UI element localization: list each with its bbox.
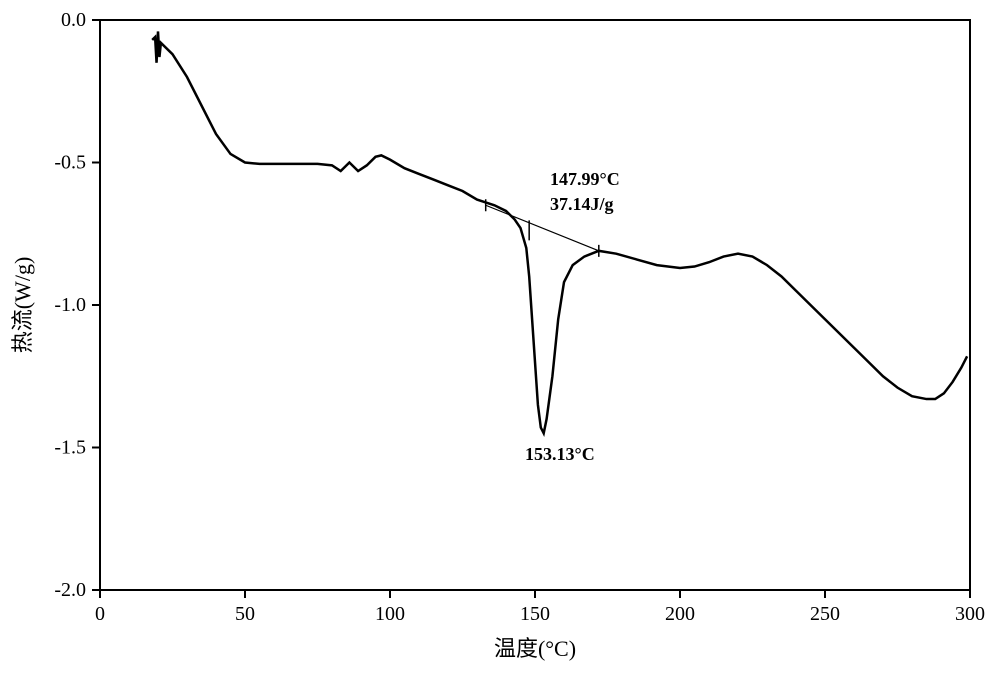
annotation-enthalpy: 37.14J/g	[550, 194, 614, 214]
y-axis-label: 热流(W/g)	[10, 257, 35, 354]
x-tick-label: 250	[810, 603, 840, 625]
dsc-chart: 0 50 100 150 200 250 300 -2.0 -1.5 -1.0 -0.5 0.0 温度(…	[0, 0, 1000, 676]
annotation-onset-temp: 147.99°C	[550, 169, 620, 189]
x-tick-label: 0	[95, 603, 105, 625]
plot-border	[100, 20, 970, 590]
annotation-peak-temp: 153.13°C	[525, 444, 595, 464]
x-tick-label: 150	[520, 603, 550, 625]
y-tick-label: -0.5	[54, 152, 86, 174]
y-tick-label: 0.0	[61, 9, 86, 31]
y-tick-label: -1.5	[54, 437, 86, 459]
series-heat-flow	[152, 31, 967, 433]
y-tick-label: -1.0	[54, 294, 86, 316]
x-tick-label: 50	[235, 603, 255, 625]
x-tick-label: 200	[665, 603, 695, 625]
chart-svg: 0 50 100 150 200 250 300 -2.0 -1.5 -1.0 -0.5 0.0 温度(…	[0, 0, 1000, 676]
x-axis-label: 温度(°C)	[494, 636, 576, 661]
x-tick-label: 300	[955, 603, 985, 625]
x-tick-label: 100	[375, 603, 405, 625]
y-tick-label: -2.0	[54, 579, 86, 601]
